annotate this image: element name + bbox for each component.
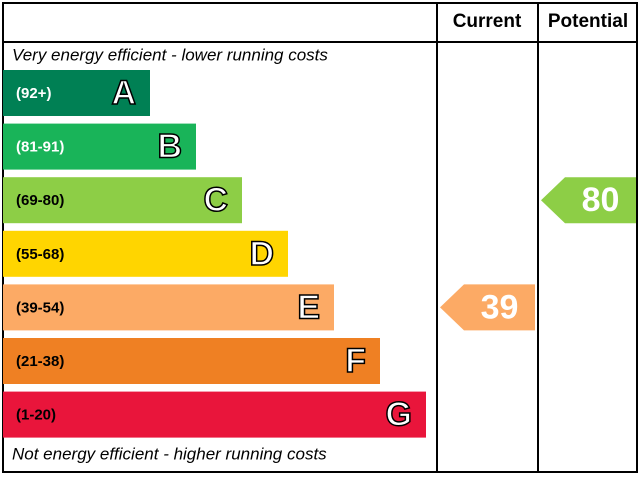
- band-letter: E: [297, 288, 320, 326]
- band-bar: [3, 391, 426, 438]
- column-header: Current: [453, 11, 522, 32]
- band-letter: B: [157, 128, 182, 166]
- top-note: Very energy efficient - lower running co…: [12, 45, 328, 64]
- band-bar: [3, 230, 288, 277]
- rating-value: 39: [481, 288, 519, 326]
- band-range: (39-54): [16, 299, 64, 316]
- band-bar: [3, 338, 380, 384]
- band-bar: [3, 123, 196, 170]
- rating-arrow: [440, 284, 535, 331]
- column-header: Potential: [548, 11, 628, 32]
- band-range: (1-20): [16, 407, 56, 424]
- band-range: (81-91): [16, 139, 64, 156]
- band-range: (69-80): [16, 192, 64, 209]
- band-letter: G: [386, 396, 412, 434]
- band-range: (21-38): [16, 353, 64, 370]
- band-letter: C: [203, 181, 228, 219]
- band-letter: A: [111, 74, 136, 112]
- band-bar: [3, 70, 150, 116]
- band-letter: F: [345, 342, 366, 380]
- band-bar: [3, 177, 242, 224]
- rating-value: 80: [582, 181, 620, 219]
- band-range: (92+): [16, 85, 51, 102]
- band-range: (55-68): [16, 246, 64, 263]
- band-bar: [3, 284, 334, 331]
- bottom-note: Not energy efficient - higher running co…: [12, 444, 327, 463]
- band-letter: D: [249, 235, 274, 273]
- rating-arrow: [541, 177, 636, 224]
